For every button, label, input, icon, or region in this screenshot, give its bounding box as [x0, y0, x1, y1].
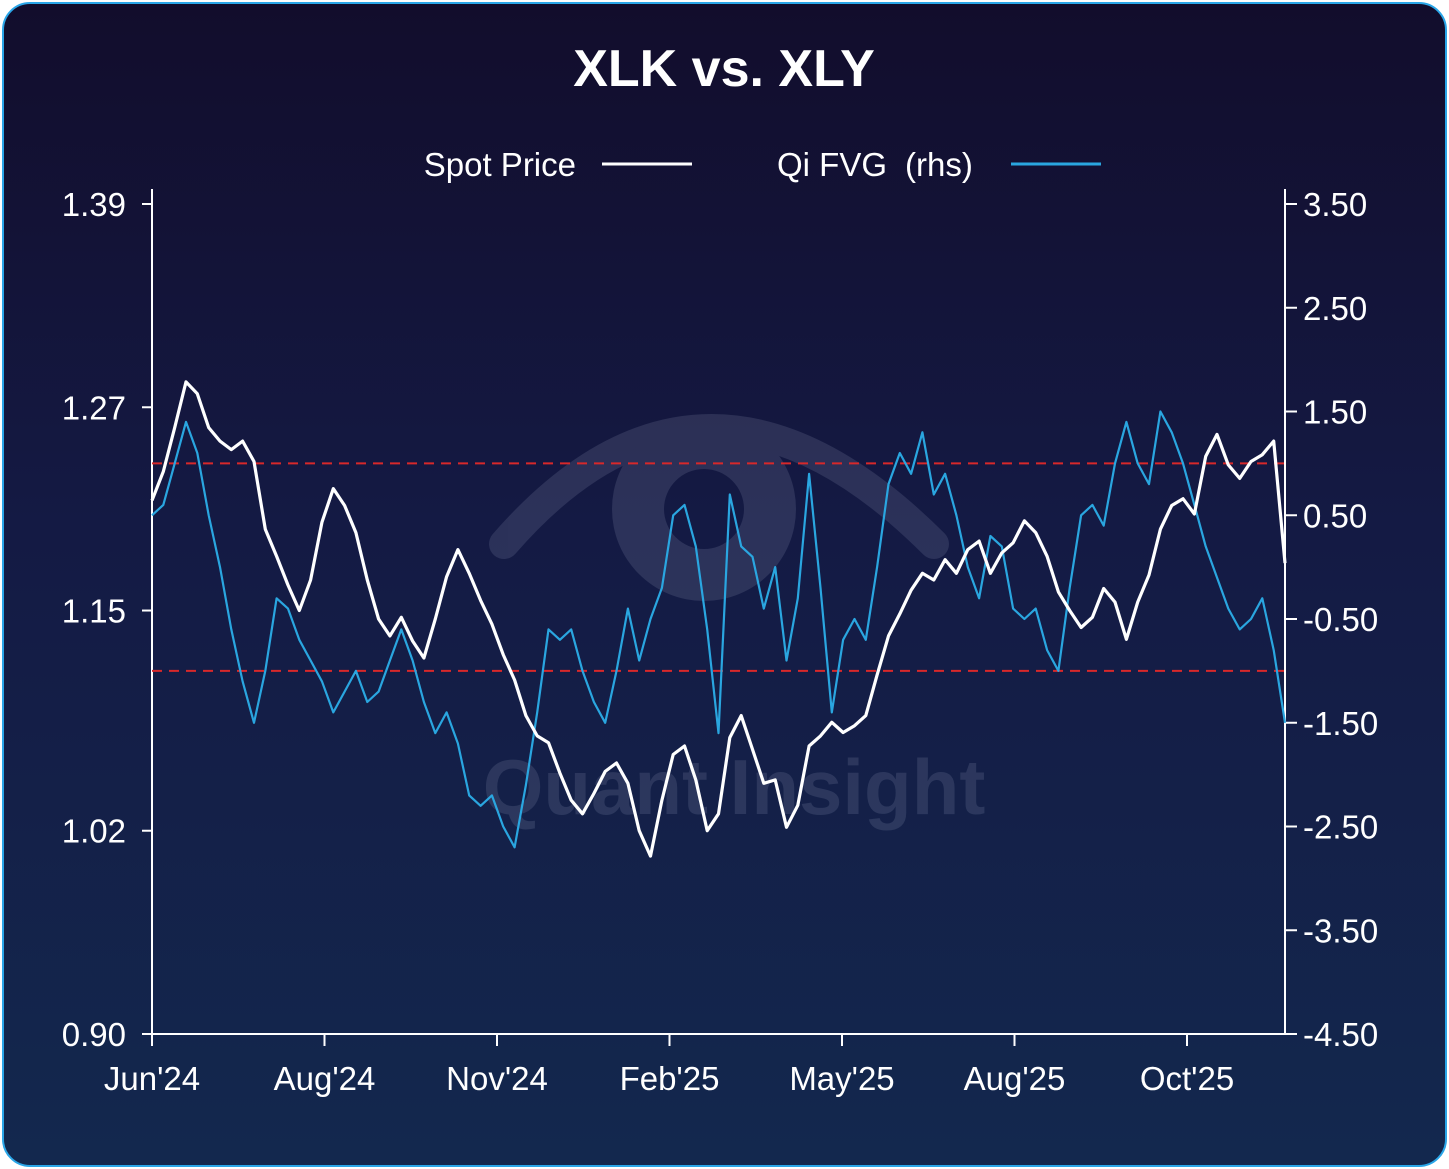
x-tick-label: Aug'24	[274, 1060, 376, 1097]
x-tick-label: Feb'25	[620, 1060, 720, 1097]
y-right-tick-label: 1.50	[1303, 394, 1367, 431]
y-left-tick-label: 0.90	[62, 1016, 126, 1053]
series-line-spot-price	[150, 380, 1287, 858]
y-right-tick-label: -0.50	[1303, 601, 1378, 638]
y-right-tick-label: -2.50	[1303, 809, 1378, 846]
x-tick-label: Aug'25	[964, 1060, 1066, 1097]
reference-lines	[152, 462, 1285, 672]
y-right-tick-label: 2.50	[1303, 290, 1367, 327]
watermark-text: Quant Insight	[483, 743, 986, 831]
y-right-tick-label: -4.50	[1303, 1016, 1378, 1053]
y-right-tick-label: 3.50	[1303, 186, 1367, 223]
y-left-tick-label: 1.15	[62, 593, 126, 630]
chart-title: XLK vs. XLY	[573, 40, 875, 98]
axes: 1.39 1.27 1.15 1.02 0.90 3.50 2.50 1.50 0.50 -0.5…	[62, 186, 1378, 1097]
y-right-tick-label: -1.50	[1303, 705, 1378, 742]
series-line-qi-fvg	[151, 410, 1287, 849]
chart: Quant Insight XLK vs. XLY Spot Price Qi …	[62, 40, 1378, 1097]
x-tick-label: May'25	[789, 1060, 894, 1097]
y-left-tick-label: 1.39	[62, 186, 126, 223]
y-right-tick-label: 0.50	[1303, 497, 1367, 534]
x-tick-label: Jun'24	[104, 1060, 200, 1097]
x-tick-label: Nov'24	[446, 1060, 548, 1097]
y-left-tick-label: 1.02	[62, 813, 126, 850]
legend-label-fvg: Qi FVG (rhs)	[777, 146, 973, 183]
y-left-tick-label: 1.27	[62, 389, 126, 426]
legend-label-spot: Spot Price	[424, 146, 576, 183]
legend-label-fvg-axis: (rhs)	[905, 146, 973, 183]
legend: Spot Price Qi FVG (rhs)	[424, 146, 1101, 183]
legend-label-fvg-name: Qi FVG	[777, 146, 887, 183]
x-tick-label: Oct'25	[1140, 1060, 1234, 1097]
series-lines	[150, 380, 1287, 858]
y-right-tick-label: -3.50	[1303, 912, 1378, 949]
